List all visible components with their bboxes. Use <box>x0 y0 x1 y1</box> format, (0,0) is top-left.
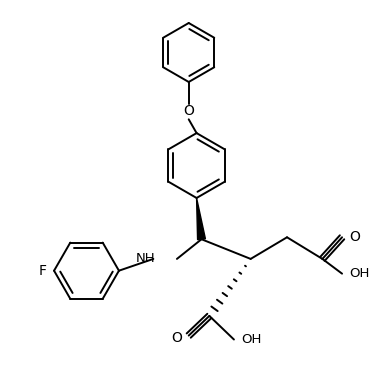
Text: O: O <box>171 330 182 345</box>
Text: OH: OH <box>349 267 369 280</box>
Polygon shape <box>196 198 205 240</box>
Text: OH: OH <box>241 333 261 346</box>
Text: O: O <box>183 105 194 118</box>
Text: O: O <box>349 230 360 244</box>
Text: NH: NH <box>136 252 155 265</box>
Text: F: F <box>38 264 46 278</box>
